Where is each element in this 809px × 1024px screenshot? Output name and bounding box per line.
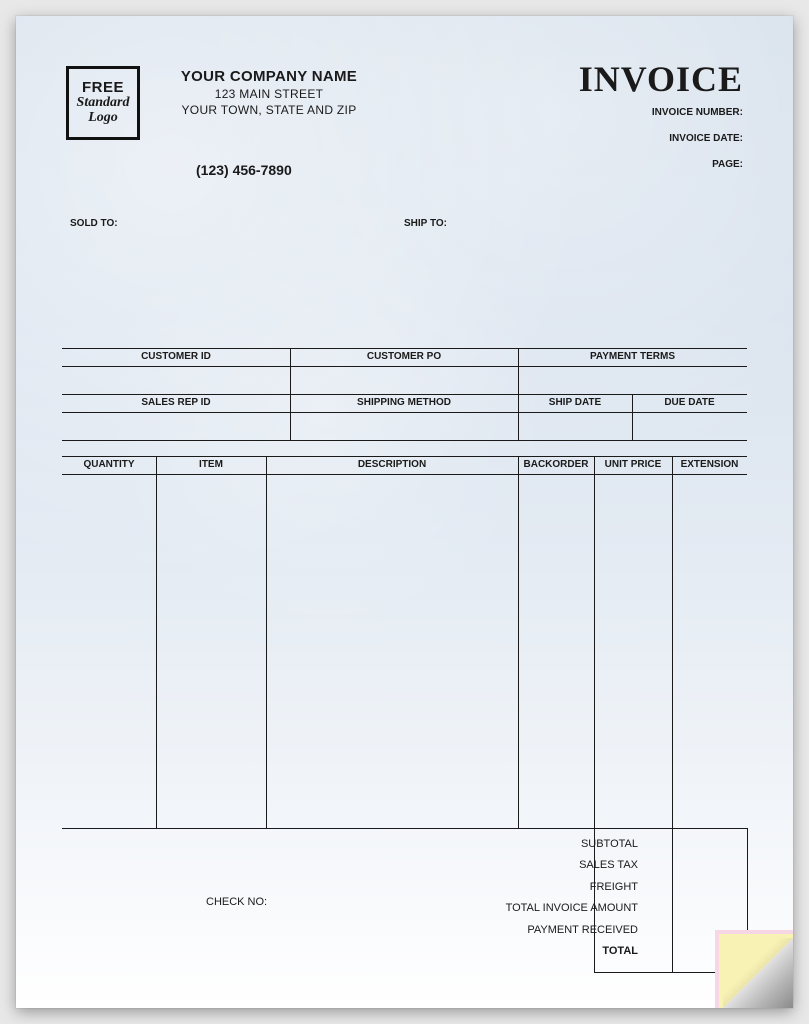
col-unit-price: UNIT PRICE [594, 459, 672, 470]
rule [518, 456, 519, 828]
rule [62, 394, 747, 395]
rule [62, 440, 747, 441]
hdr-ship-date: SHIP DATE [518, 397, 632, 408]
totals-labels: SUBTOTAL SALES TAX FREIGHT TOTAL INVOICE… [458, 834, 638, 963]
rule [266, 456, 267, 828]
sold-to-label: SOLD TO: [70, 218, 118, 229]
rule [62, 456, 747, 457]
meta-block: INVOICE NUMBER: INVOICE DATE: PAGE: [652, 100, 743, 178]
company-phone: (123) 456-7890 [196, 162, 292, 178]
hdr-customer-id: CUSTOMER ID [62, 351, 290, 362]
lbl-freight: FREIGHT [458, 877, 638, 898]
rule [672, 828, 673, 972]
col-quantity: QUANTITY [62, 459, 156, 470]
company-addr1: 123 MAIN STREET [154, 87, 384, 101]
lbl-payment-received: PAYMENT RECEIVED [458, 920, 638, 941]
rule [62, 828, 747, 829]
company-name: YOUR COMPANY NAME [154, 68, 384, 85]
logo-line-3: Logo [69, 111, 137, 126]
page-curl-icon [715, 930, 793, 1008]
company-block: YOUR COMPANY NAME 123 MAIN STREET YOUR T… [154, 68, 384, 117]
logo-line-2: Standard [69, 96, 137, 111]
page-label: PAGE: [652, 152, 743, 178]
rule [62, 366, 747, 367]
lbl-subtotal: SUBTOTAL [458, 834, 638, 855]
hdr-customer-po: CUSTOMER PO [290, 351, 518, 362]
rule [156, 456, 157, 828]
logo-box: FREE Standard Logo [66, 66, 140, 140]
rule [594, 456, 595, 828]
col-item: ITEM [156, 459, 266, 470]
hdr-shipping: SHIPPING METHOD [290, 397, 518, 408]
rule [594, 972, 747, 973]
lbl-total: TOTAL [458, 941, 638, 962]
ship-to-label: SHIP TO: [404, 218, 447, 229]
logo-line-1: FREE [69, 80, 137, 96]
rule [62, 412, 747, 413]
col-extension: EXTENSION [672, 459, 747, 470]
document-title: INVOICE [579, 58, 743, 100]
hdr-due-date: DUE DATE [632, 397, 747, 408]
header: FREE Standard Logo YOUR COMPANY NAME 123… [66, 66, 743, 140]
col-description: DESCRIPTION [266, 459, 518, 470]
rule [672, 456, 673, 828]
hdr-sales-rep: SALES REP ID [62, 397, 290, 408]
invoice-date-label: INVOICE DATE: [652, 126, 743, 152]
invoice-number-label: INVOICE NUMBER: [652, 100, 743, 126]
check-no-label: CHECK NO: [206, 896, 267, 908]
col-backorder: BACKORDER [518, 459, 594, 470]
company-addr2: YOUR TOWN, STATE AND ZIP [154, 103, 384, 117]
lbl-total-invoice: TOTAL INVOICE AMOUNT [458, 898, 638, 919]
invoice-page: FREE Standard Logo YOUR COMPANY NAME 123… [16, 16, 793, 1008]
rule [62, 348, 747, 349]
rule [747, 828, 748, 972]
hdr-payment-terms: PAYMENT TERMS [518, 351, 747, 362]
lbl-sales-tax: SALES TAX [458, 855, 638, 876]
rule [62, 474, 747, 475]
